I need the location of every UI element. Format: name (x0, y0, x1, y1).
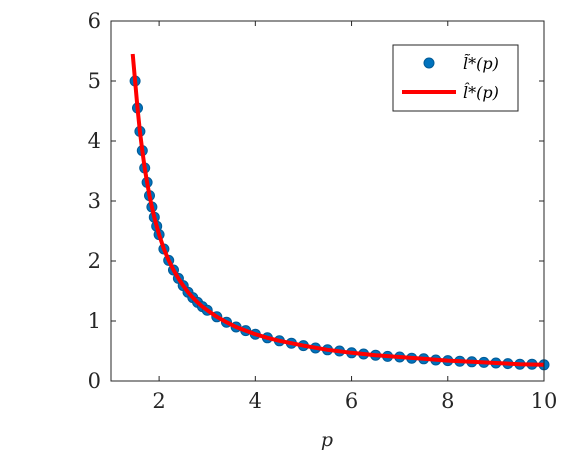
y-tick-label: 6 (88, 9, 101, 33)
tick-labels: 2 4 6 8 10 0 1 2 3 4 5 6 (88, 9, 558, 413)
x-tick-label: 10 (531, 389, 558, 413)
legend-marker (423, 57, 435, 69)
x-tick-label: 8 (441, 389, 454, 413)
y-tick-label: 3 (88, 189, 101, 213)
legend-label-hat: l̂*(p) (463, 83, 499, 102)
legend: l̃*(p) l̂*(p) (392, 44, 519, 112)
y-tick-label: 5 (88, 69, 101, 93)
y-tick-label: 2 (88, 249, 101, 273)
x-tick-label: 2 (152, 389, 165, 413)
axis-ticks (111, 20, 545, 382)
x-axis-title: p (321, 429, 333, 451)
series-line-hat (130, 53, 545, 367)
y-tick-label: 4 (88, 129, 101, 153)
plot-area (129, 53, 550, 371)
y-tick-label: 0 (88, 369, 101, 393)
x-tick-label: 6 (345, 389, 358, 413)
legend-label-tilde: l̃*(p) (463, 54, 499, 73)
y-tick-label: 1 (88, 309, 101, 333)
legend-marker-sample (423, 57, 435, 69)
legend-box (392, 44, 519, 112)
x-tick-label: 4 (249, 389, 262, 413)
